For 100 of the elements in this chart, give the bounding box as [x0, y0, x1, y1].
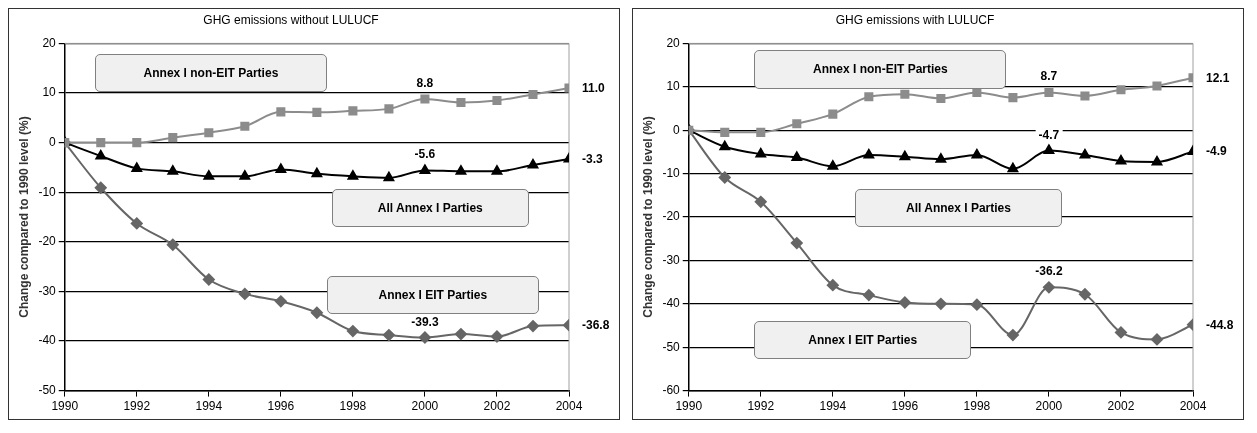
data-label: -44.8 — [1203, 317, 1237, 332]
point — [719, 140, 731, 151]
point — [492, 95, 502, 105]
x-tick-label: 2000 — [1035, 399, 1063, 414]
data-label: -5.6 — [411, 147, 439, 162]
point — [934, 297, 947, 310]
point — [418, 331, 431, 344]
x-tick-label: 2002 — [1107, 399, 1135, 414]
point — [167, 165, 179, 175]
point — [202, 273, 215, 286]
point — [863, 148, 875, 159]
x-tick-label: 1994 — [819, 399, 847, 414]
point — [274, 295, 287, 308]
y-tick-label: -50 — [38, 382, 57, 397]
point — [239, 170, 251, 180]
y-tick-label: 20 — [42, 35, 57, 50]
chart-title: GHG emissions with LULUCF — [835, 12, 995, 27]
point — [490, 330, 503, 343]
point — [1080, 91, 1090, 101]
point — [168, 133, 178, 143]
x-tick-label: 1992 — [123, 399, 151, 414]
point — [755, 148, 767, 158]
point — [1008, 93, 1018, 103]
y-tick-label: -10 — [38, 184, 57, 199]
series-label: Annex I non-EIT Parties — [813, 62, 948, 77]
point — [383, 171, 395, 182]
point — [1006, 329, 1019, 342]
data-label: -4.7 — [1035, 127, 1063, 142]
point — [862, 289, 875, 302]
point — [382, 329, 395, 342]
y-tick-label: -30 — [662, 252, 681, 267]
point — [826, 279, 839, 292]
point — [384, 104, 394, 114]
y-tick-label: -40 — [38, 333, 57, 348]
point — [899, 150, 911, 161]
point — [526, 320, 539, 333]
y-axis-title: Change compared to 1990 level (%) — [16, 116, 31, 318]
y-tick-label: 10 — [42, 85, 57, 100]
point — [1114, 326, 1127, 339]
point — [456, 97, 466, 107]
point — [935, 153, 947, 163]
point — [1116, 85, 1126, 95]
y-tick-label: -50 — [662, 339, 681, 354]
point — [311, 167, 323, 178]
y-tick-label: -10 — [662, 165, 681, 180]
data-label: 8.7 — [1037, 69, 1061, 84]
y-tick-label: -30 — [38, 283, 57, 298]
point — [346, 325, 359, 338]
point — [1043, 144, 1055, 155]
x-tick-label: 1990 — [675, 399, 703, 414]
point — [419, 164, 431, 174]
point — [900, 89, 910, 99]
y-tick-label: -20 — [662, 209, 681, 224]
point — [420, 94, 430, 104]
label-box: Annex I non-EIT Parties — [754, 50, 1007, 89]
point — [454, 328, 467, 341]
label-box: Annex I EIT Parties — [326, 276, 539, 315]
point — [132, 138, 142, 148]
x-tick-label: 2004 — [1179, 399, 1207, 414]
point — [348, 106, 358, 116]
point — [1079, 148, 1091, 159]
x-tick-label: 1998 — [963, 399, 991, 414]
text: All Annex I Parties — [906, 201, 1011, 216]
point — [528, 89, 538, 100]
y-tick-label: -20 — [38, 234, 57, 249]
series-label: All Annex I Parties — [377, 201, 483, 216]
x-tick-label: 1996 — [891, 399, 919, 414]
x-tick-label: 2002 — [483, 399, 511, 414]
point — [312, 107, 322, 117]
point — [1078, 288, 1091, 301]
point — [1151, 155, 1163, 166]
data-label: 12.1 — [1203, 70, 1233, 85]
point — [491, 165, 503, 175]
y-axis-title: Change compared to 1990 level (%) — [640, 116, 655, 318]
point — [828, 109, 838, 119]
point — [754, 195, 767, 208]
point — [827, 160, 839, 170]
x-tick-label: 1994 — [195, 399, 223, 414]
point — [131, 162, 143, 172]
point — [756, 127, 766, 137]
chart-title: GHG emissions without LULUCF — [203, 12, 379, 27]
label-box: All Annex I Parties — [855, 189, 1062, 228]
point — [96, 138, 106, 148]
data-label: -39.3 — [408, 314, 442, 329]
point — [864, 92, 874, 102]
point — [527, 158, 539, 169]
point — [1007, 162, 1019, 173]
y-tick-label: 0 — [673, 122, 681, 137]
point — [240, 121, 250, 131]
point — [1150, 333, 1163, 346]
point — [1044, 87, 1054, 97]
x-tick-label: 1998 — [339, 399, 367, 414]
point — [95, 149, 107, 160]
point — [790, 237, 803, 250]
point — [971, 148, 983, 159]
data-label: -4.9 — [1203, 144, 1230, 159]
point — [1042, 281, 1055, 294]
label-box: Annex I non-EIT Parties — [95, 53, 327, 92]
point — [718, 171, 731, 184]
x-tick-label: 2000 — [411, 399, 439, 414]
